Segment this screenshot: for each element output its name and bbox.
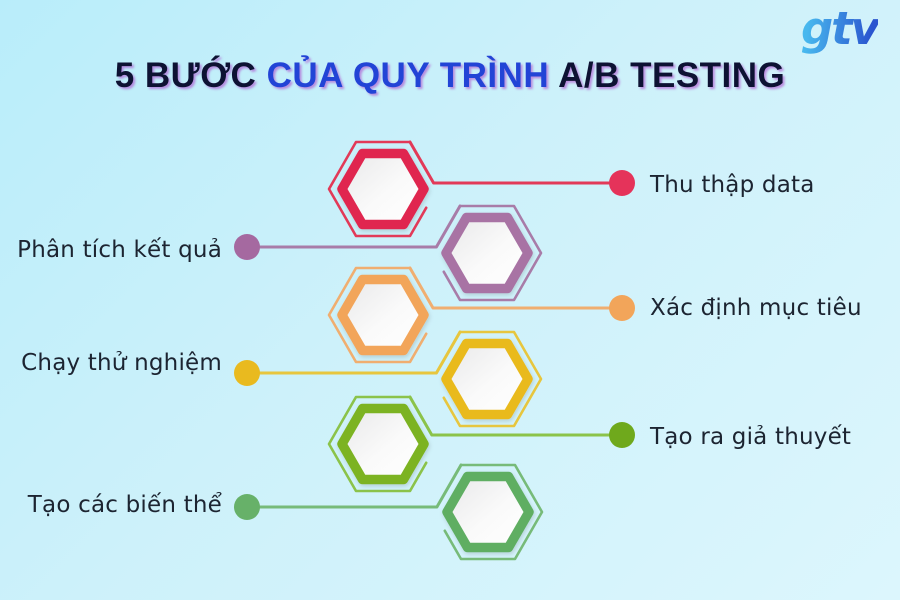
step-label-thu-thap-data: Thu thập data bbox=[650, 172, 815, 198]
step-label-tao-cac-bien-the: Tạo các biến thể bbox=[27, 492, 222, 518]
title-part-blue: CỦA QUY TRÌNH bbox=[266, 56, 550, 95]
connector-dot bbox=[234, 360, 260, 386]
connector-dot bbox=[609, 295, 635, 321]
connector-dot bbox=[234, 494, 260, 520]
hexagon-outline bbox=[442, 330, 543, 428]
connector-line bbox=[408, 395, 611, 437]
hexagon bbox=[441, 212, 533, 294]
title-part-dark-2: A/B TESTING bbox=[549, 56, 786, 95]
connector-line bbox=[258, 463, 463, 509]
hexagon-outline bbox=[327, 395, 428, 493]
step-label-xac-dinh-muc-tieu: Xác định mục tiêu bbox=[650, 295, 862, 321]
connector-dot bbox=[234, 234, 260, 260]
hexagon bbox=[337, 403, 429, 485]
hexagon bbox=[337, 274, 429, 356]
title-part-dark-1: 5 BƯỚC bbox=[114, 56, 267, 95]
hexagon-outline bbox=[443, 463, 544, 561]
step-label-chay-thu-nghiem: Chạy thử nghiệm bbox=[21, 350, 222, 376]
connector-line bbox=[408, 266, 611, 310]
hexagon-step-0 bbox=[327, 140, 635, 238]
connector-dot bbox=[609, 170, 635, 196]
gtv-logo: gtv bbox=[800, 2, 880, 55]
hexagon-step-2 bbox=[327, 266, 635, 364]
hexagon-step-3 bbox=[234, 330, 543, 428]
hexagon-outline bbox=[442, 204, 543, 302]
hexagon-step-1 bbox=[234, 204, 543, 302]
page-title: 5 BƯỚC CỦA QUY TRÌNH A/B TESTING bbox=[0, 56, 900, 96]
hexagon bbox=[441, 338, 533, 420]
hexagon bbox=[442, 471, 534, 553]
hexagon-outline bbox=[327, 140, 428, 238]
step-label-tao-ra-gia-thuyet: Tạo ra giả thuyết bbox=[650, 424, 852, 450]
hexagon-step-4 bbox=[327, 395, 635, 493]
hexagon-outline bbox=[327, 266, 428, 364]
connector-line bbox=[258, 330, 462, 375]
connector-dot bbox=[609, 422, 635, 448]
step-label-phan-tich-ket-qua: Phân tích kết quả bbox=[17, 237, 222, 263]
connector-line bbox=[258, 204, 462, 249]
connector-line bbox=[408, 140, 611, 185]
hexagon bbox=[337, 148, 429, 230]
hexagon-step-5 bbox=[234, 463, 544, 561]
